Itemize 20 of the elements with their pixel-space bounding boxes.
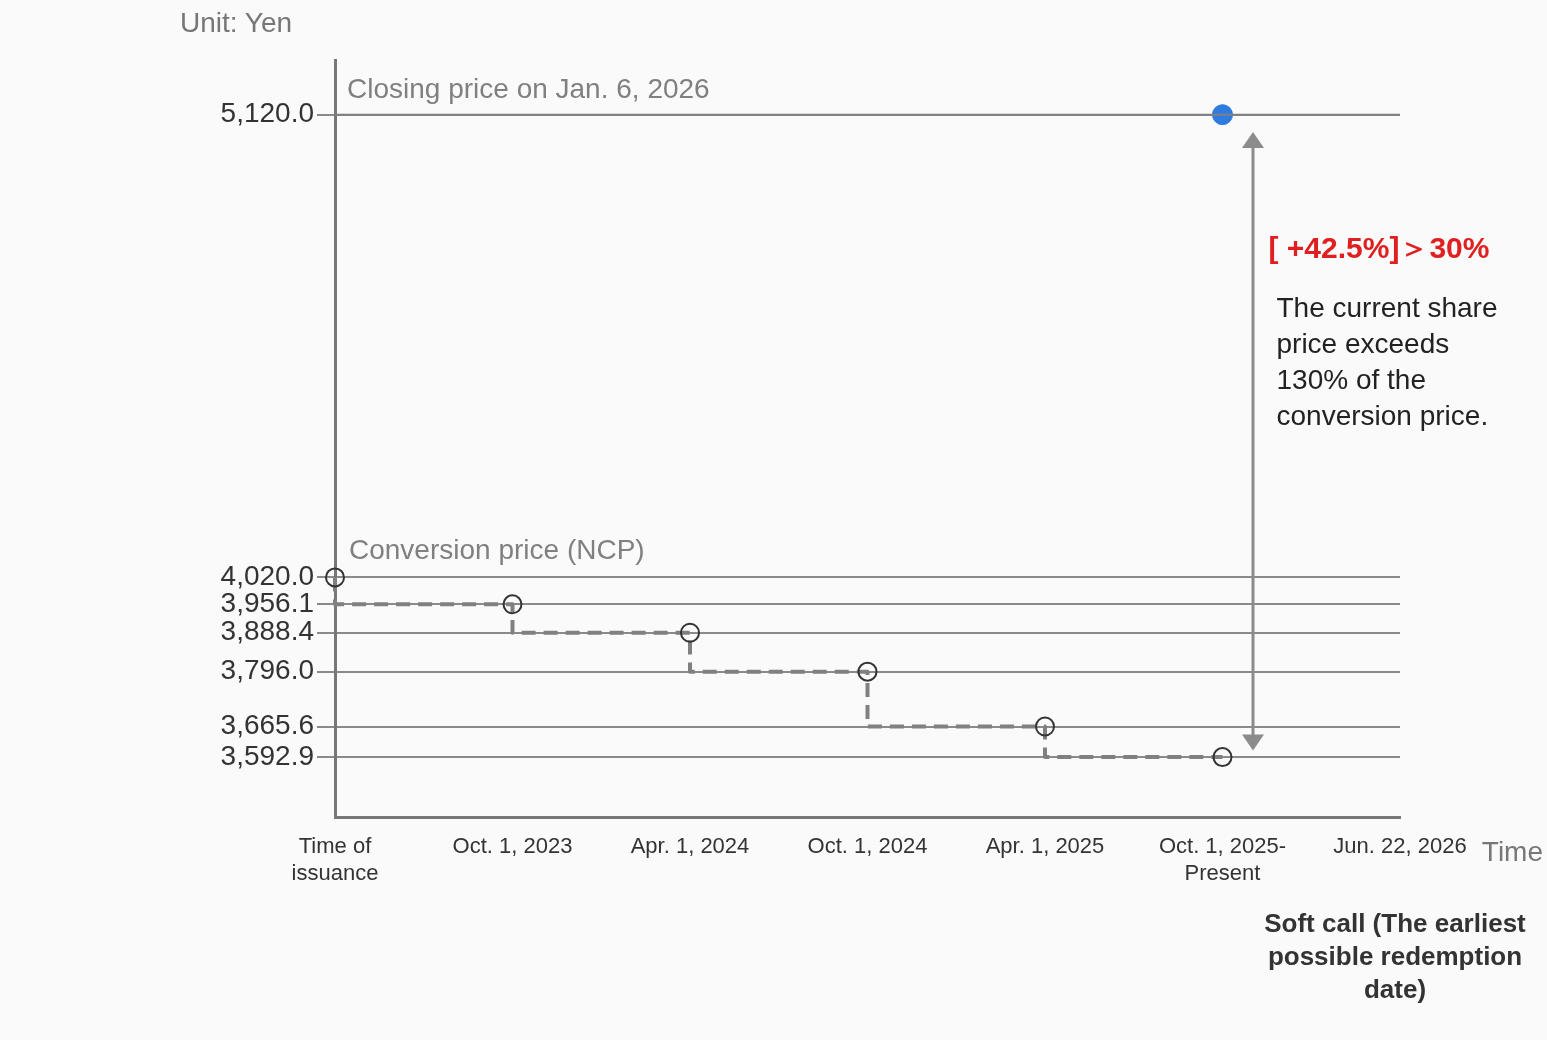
y-axis-title: Unit: Yen xyxy=(179,6,293,38)
x-tick-label: Oct. 1, 2023 xyxy=(452,833,573,859)
y-tick-label: 5,120.0 xyxy=(220,97,314,129)
annotation: The current share price exceeds 130% of the conversion price. xyxy=(1276,292,1498,432)
x-tick-label: Jun. 22, 2026 xyxy=(1333,833,1467,859)
x-tick-label: Apr. 1, 2024 xyxy=(630,833,750,859)
annotation: [ +42.5%]＞30% xyxy=(1268,230,1490,264)
y-tick-label: 3,665.6 xyxy=(220,709,314,741)
y-tick-label: 4,020.0 xyxy=(220,560,314,592)
y-tick-label: 3,796.0 xyxy=(220,654,314,686)
x-tick-label: Oct. 1, 2024 xyxy=(807,833,928,859)
text: Soft call (The earliest possible redemption date) xyxy=(1264,908,1527,1005)
x-tick-label: Time of issuance xyxy=(291,833,379,885)
series-label: Conversion price (NCP) xyxy=(349,534,645,566)
y-tick-label: 3,888.4 xyxy=(220,615,314,647)
x-tick-label: Apr. 1, 2025 xyxy=(985,833,1105,859)
x-axis-title: Time xyxy=(1481,835,1543,867)
ref-line-label: Closing price on Jan. 6, 2026 xyxy=(347,73,710,105)
x-tick-label: Oct. 1, 2025-Present xyxy=(1158,833,1287,885)
y-tick-label: 3,592.9 xyxy=(220,739,314,771)
